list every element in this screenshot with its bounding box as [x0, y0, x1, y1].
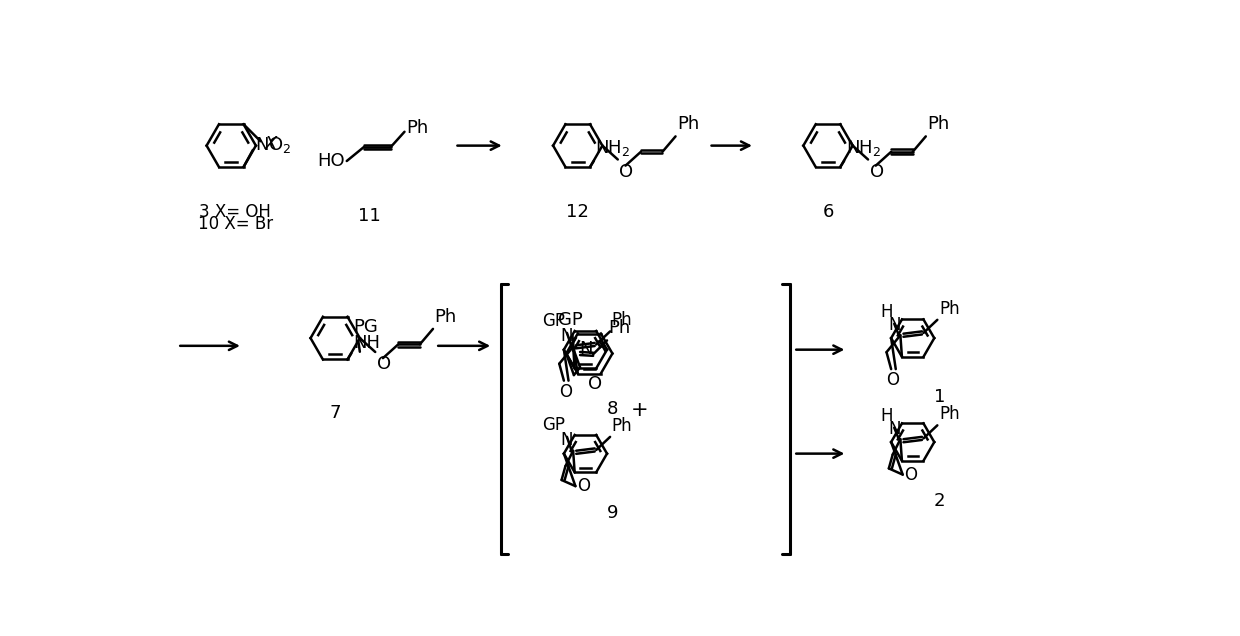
Text: GP: GP [542, 312, 565, 330]
Text: O: O [377, 355, 391, 373]
Text: Ph: Ph [611, 417, 632, 434]
Text: 11: 11 [358, 207, 381, 225]
Text: NH$_2$: NH$_2$ [846, 138, 880, 158]
Text: O: O [577, 477, 590, 495]
Text: GP: GP [558, 311, 583, 329]
Text: Ph: Ph [928, 115, 950, 134]
Text: Ph: Ph [609, 319, 631, 337]
Text: 1: 1 [934, 388, 945, 406]
Text: +: + [630, 399, 649, 420]
Text: 3 X= OH: 3 X= OH [200, 204, 272, 221]
Text: 2: 2 [934, 492, 945, 510]
Text: H: H [880, 407, 893, 425]
Text: 6: 6 [822, 204, 833, 221]
Text: N: N [579, 340, 593, 358]
Text: O: O [887, 371, 899, 389]
Text: N: N [888, 420, 900, 438]
Text: O: O [619, 163, 634, 181]
Text: 7: 7 [330, 404, 341, 422]
Text: Ph: Ph [611, 311, 632, 329]
Text: NH: NH [353, 334, 379, 352]
Text: Ph: Ph [939, 300, 960, 317]
Text: 8: 8 [606, 399, 618, 418]
Text: PG: PG [353, 319, 378, 336]
Text: NO$_2$: NO$_2$ [255, 135, 291, 155]
Text: O: O [559, 383, 572, 401]
Text: X: X [264, 135, 277, 153]
Text: 10 X= Br: 10 X= Br [197, 215, 273, 233]
Text: O: O [869, 163, 884, 181]
Text: N: N [888, 315, 900, 334]
Text: Ph: Ph [939, 405, 960, 423]
Text: GP: GP [542, 416, 565, 434]
Text: 12: 12 [567, 204, 589, 221]
Text: O: O [588, 375, 601, 393]
Text: N: N [560, 328, 573, 345]
Text: 9: 9 [606, 504, 619, 522]
Text: Ph: Ph [405, 119, 428, 137]
Text: Ph: Ph [434, 308, 456, 326]
Text: Ph: Ph [677, 115, 699, 134]
Text: HO: HO [317, 152, 345, 170]
Text: NH$_2$: NH$_2$ [595, 138, 631, 158]
Text: N: N [560, 431, 573, 449]
Text: O: O [904, 466, 918, 483]
Text: H: H [880, 303, 893, 321]
